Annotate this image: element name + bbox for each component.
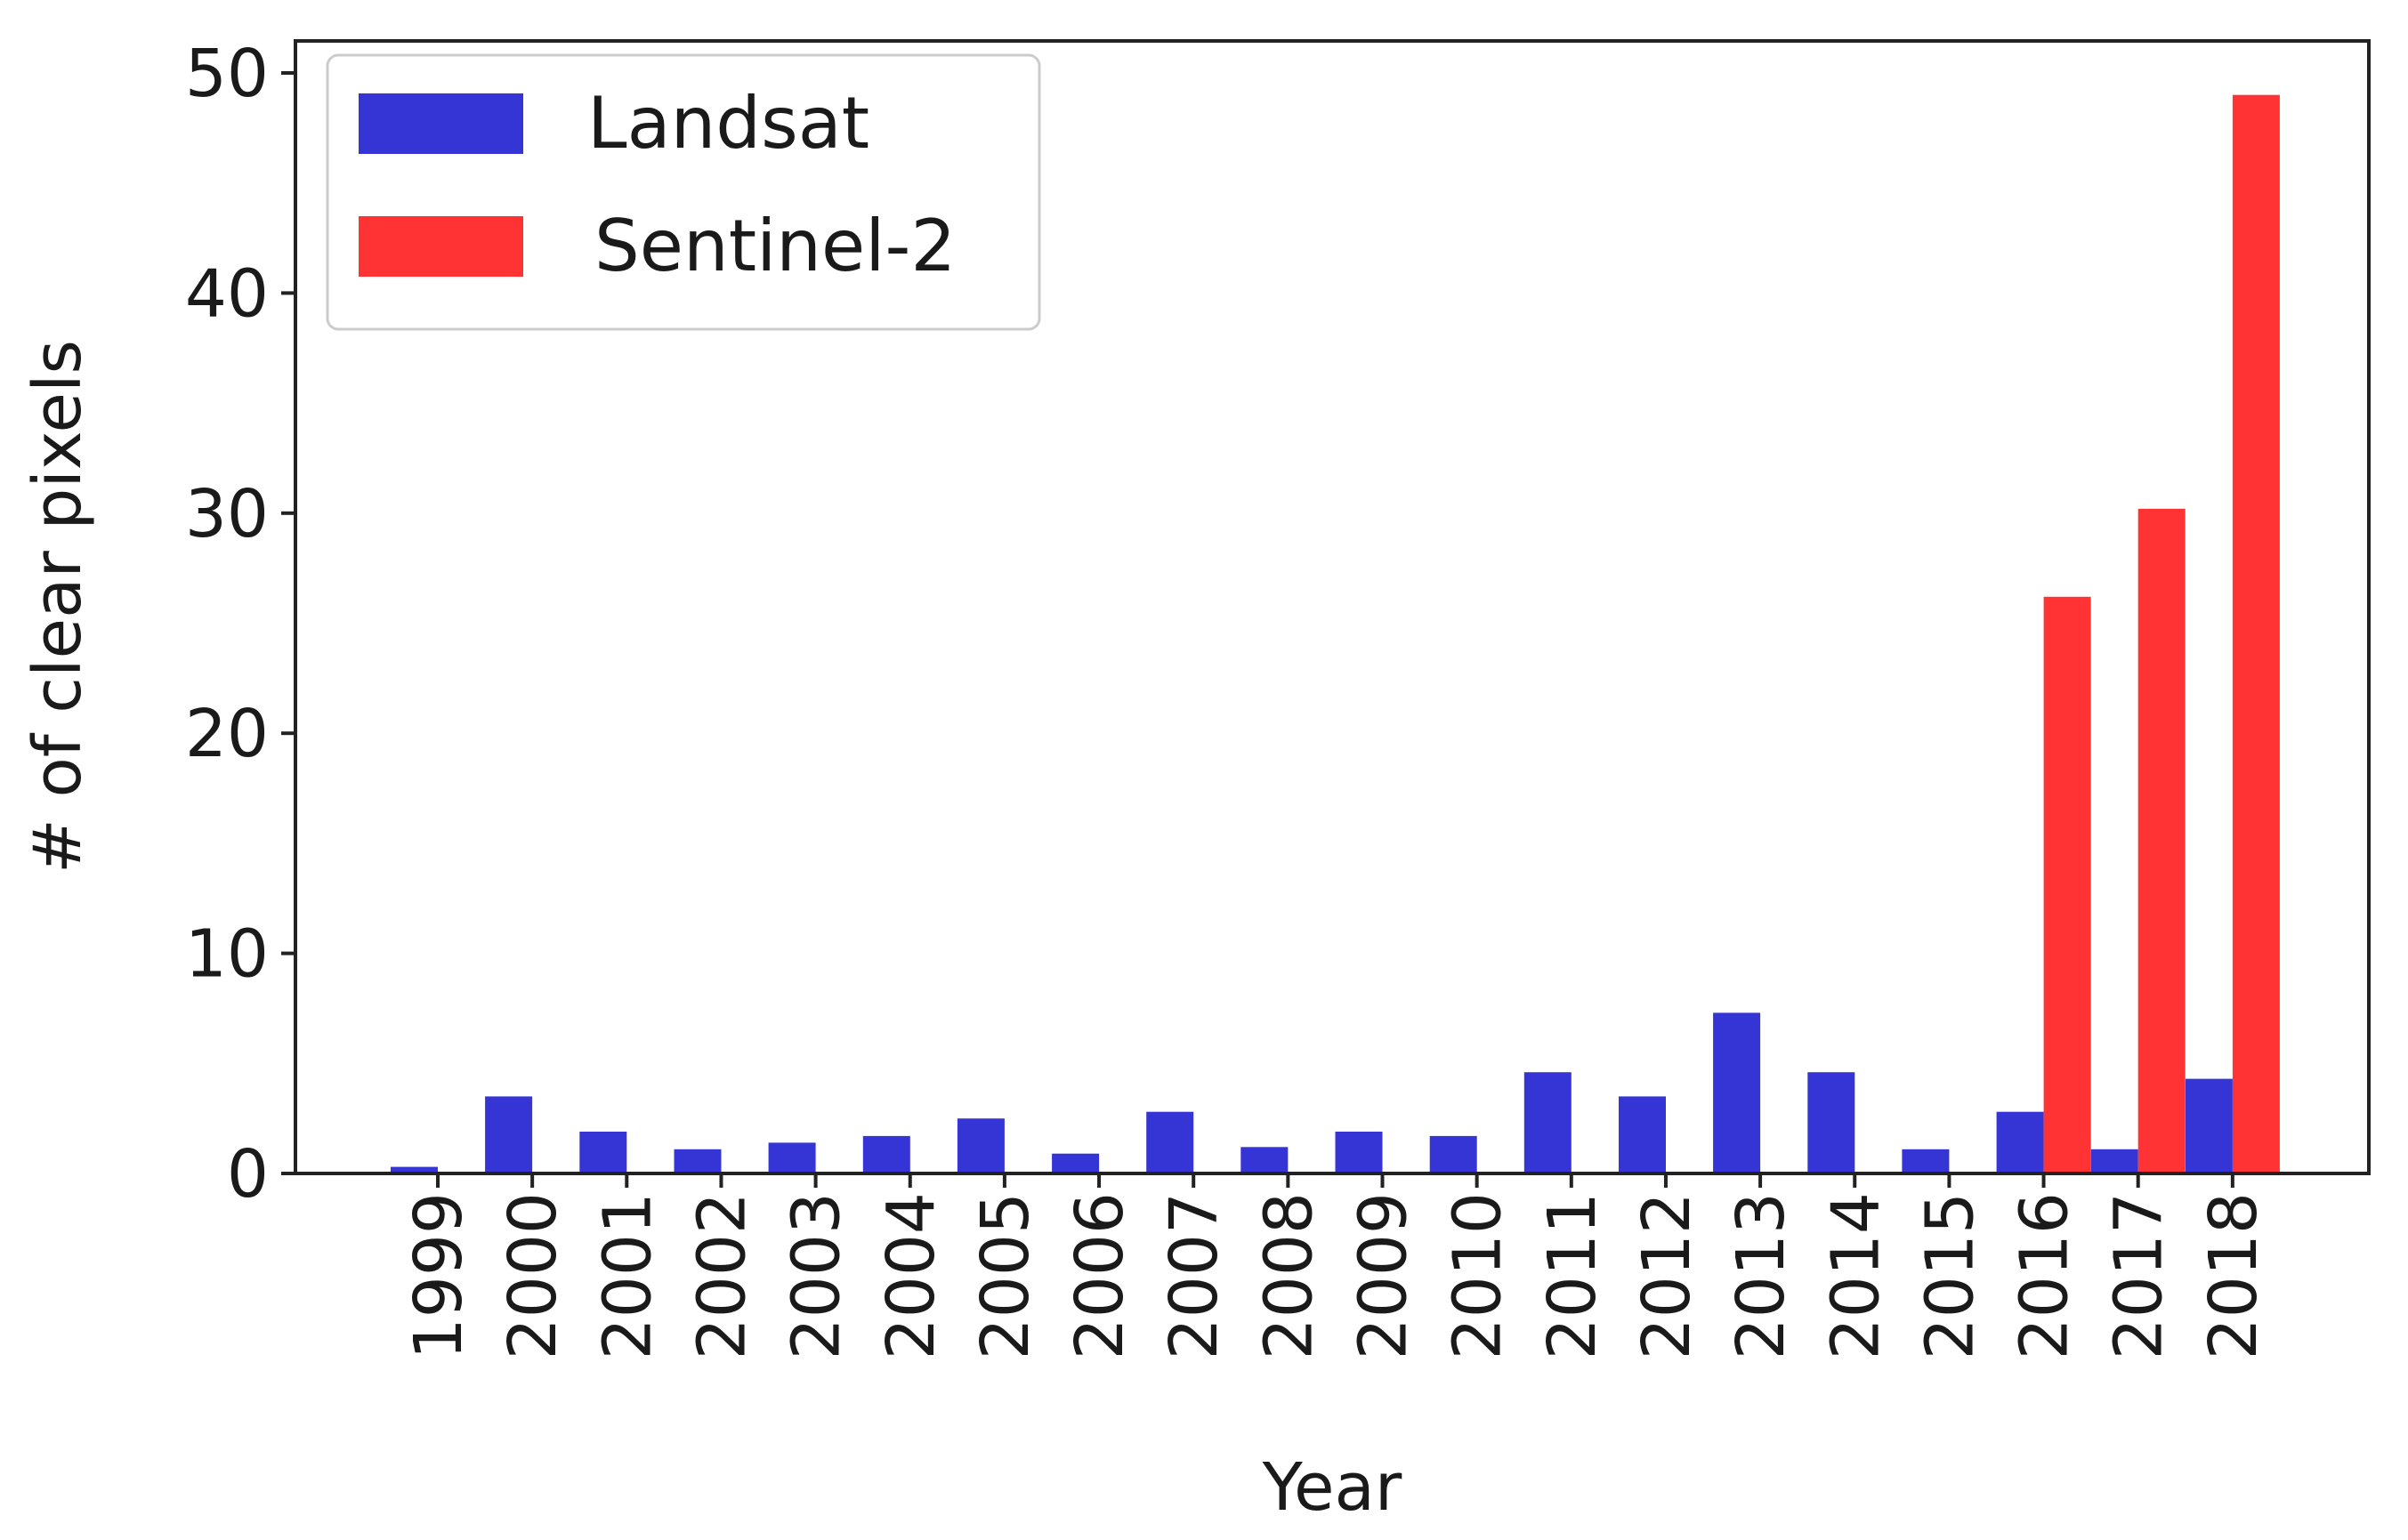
y-tick-label: 10 [185,916,269,993]
x-tick-label: 2012 [1628,1192,1705,1359]
x-axis: 1999 2000 2001 2002 2003 2004 2005 2006 2007 2008… [400,1173,2272,1359]
x-tick-label: 2011 [1534,1192,1611,1359]
x-tick-label: 2016 [2007,1192,2083,1359]
legend-label-landsat: Landsat [587,82,869,165]
x-tick-label: 2001 [589,1192,666,1359]
legend: Landsat Sentinel-2 [326,53,1041,331]
legend-label-sentinel-2: Sentinel-2 [594,205,956,287]
x-axis-label: Year [1262,1449,1402,1526]
bar-landsat-2016 [1996,1111,2044,1173]
bar-sentinel-2-2016 [2043,596,2091,1173]
bar-sentinel-2-2018 [2232,94,2280,1174]
bar-landsat-2012 [1619,1096,1666,1173]
bar-landsat-1999 [391,1166,438,1173]
x-tick-label: 2006 [1062,1192,1138,1359]
x-tick-label: 2015 [1911,1192,1988,1359]
bar-landsat-2009 [1335,1132,1383,1173]
chart-bars [391,94,2280,1174]
bar-landsat-2005 [957,1118,1005,1173]
x-tick-label: 2000 [495,1192,571,1359]
x-tick-label: 2013 [1723,1192,1799,1359]
x-tick-label: 2010 [1440,1192,1516,1359]
x-tick-label: 2014 [1817,1192,1894,1359]
x-tick-label: 2008 [1250,1192,1327,1359]
x-tick-label: 2009 [1345,1192,1422,1359]
bar-landsat-2014 [1807,1072,1855,1173]
bar-landsat-2008 [1240,1147,1289,1173]
bar-landsat-2006 [1052,1153,1100,1173]
y-tick-label: 40 [185,255,269,332]
bar-sentinel-2-2017 [2137,508,2186,1173]
bar-landsat-2015 [1902,1149,1950,1173]
bar-landsat-2011 [1523,1072,1572,1173]
x-tick-label: 1999 [400,1192,477,1359]
bar-landsat-2010 [1429,1135,1477,1173]
bar-landsat-2007 [1146,1111,1194,1173]
bar-landsat-2018 [2185,1078,2233,1173]
x-tick-label: 2007 [1156,1192,1232,1359]
y-tick-label: 20 [185,696,269,772]
x-tick-label: 2002 [683,1192,760,1359]
x-tick-label: 2005 [967,1192,1044,1359]
x-tick-label: 2018 [2195,1192,2272,1359]
bar-landsat-2013 [1713,1012,1761,1173]
bar-landsat-2017 [2090,1149,2138,1173]
legend-swatch-landsat [359,93,523,154]
x-tick-label: 2017 [2101,1192,2178,1359]
x-tick-label: 2004 [873,1192,949,1359]
bar-landsat-2004 [862,1135,910,1173]
bar-landsat-2002 [674,1149,722,1173]
legend-swatch-sentinel-2 [359,216,523,277]
y-tick-label: 50 [185,36,269,112]
y-axis-label: # of clear pixels [20,340,96,874]
bar-landsat-2000 [485,1096,533,1173]
x-tick-label: 2003 [779,1192,855,1359]
y-tick-label: 0 [227,1136,269,1213]
y-tick-label: 30 [185,476,269,552]
plot-area-frame [294,39,2371,1175]
bar-landsat-2001 [579,1132,627,1173]
y-axis: 0 10 20 30 40 50 [185,36,295,1213]
bar-landsat-2003 [768,1142,816,1173]
